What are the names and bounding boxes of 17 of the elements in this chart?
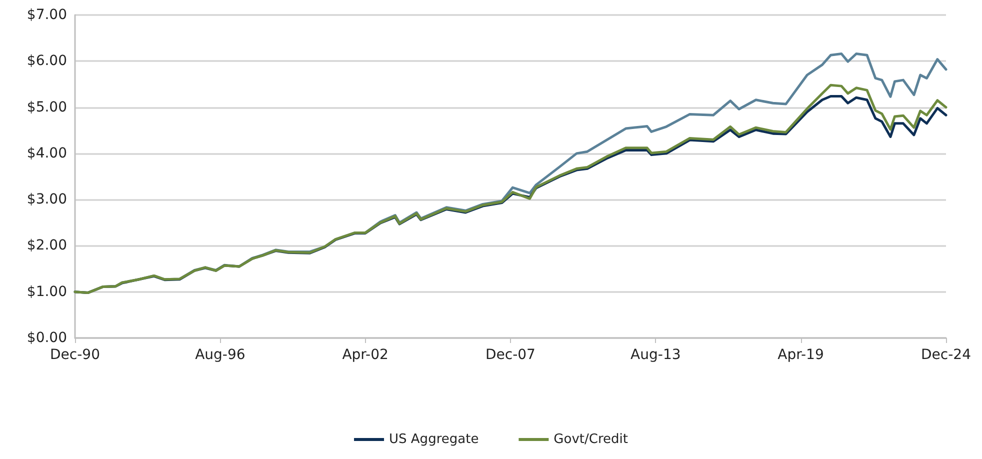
x-tick-label: Aug-96 (195, 347, 246, 363)
legend-label: US Aggregate (389, 432, 479, 447)
x-tick-label: Aug-13 (630, 347, 681, 363)
y-tick-label: $2.00 (26, 238, 67, 254)
x-tick-label: Apr-02 (342, 347, 388, 363)
y-tick-label: $1.00 (26, 284, 67, 300)
x-tick-label: Dec-90 (50, 347, 100, 363)
y-tick-label: $5.00 (26, 99, 67, 116)
y-tick-label: $0.00 (26, 330, 67, 346)
legend-label: Govt/Credit (554, 432, 628, 447)
y-tick-label: $6.00 (26, 53, 67, 70)
y-tick-label: $7.00 (26, 7, 67, 23)
x-tick-label: Dec-24 (921, 347, 972, 363)
x-tick-label: Dec-07 (485, 347, 536, 363)
y-tick-label: $4.00 (26, 145, 67, 162)
y-tick-label: $3.00 (26, 192, 67, 208)
x-tick-label: Apr-19 (778, 347, 824, 363)
